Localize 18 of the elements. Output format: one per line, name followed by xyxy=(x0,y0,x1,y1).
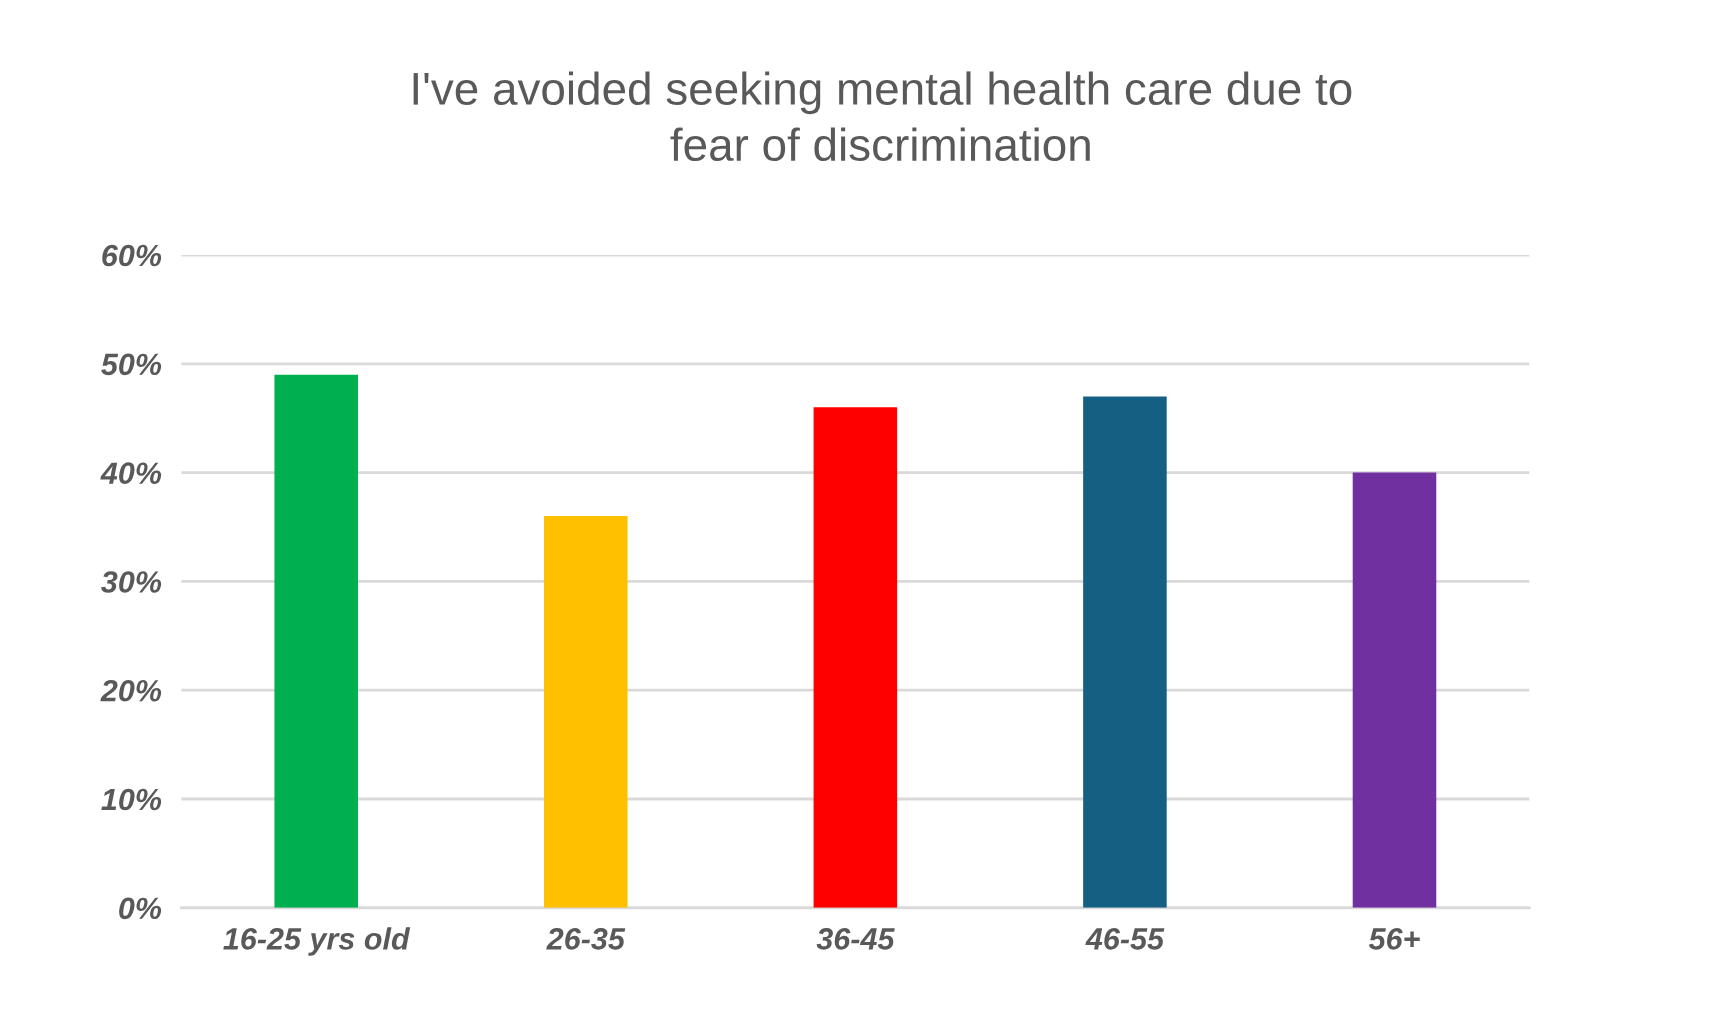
chart-title: I've avoided seeking mental health care due to fear of discrimination xyxy=(413,71,1352,162)
y-tick-label: 40% xyxy=(100,462,162,484)
y-tick-label: 20% xyxy=(100,679,162,702)
bar xyxy=(544,516,628,908)
y-tick-label: 10% xyxy=(101,788,162,811)
bar xyxy=(274,374,359,908)
x-tick-label: 16-25 yrs old xyxy=(223,927,411,956)
bar xyxy=(813,407,898,908)
x-tick-label: 26-35 xyxy=(546,928,626,950)
x-tick-label: 56+ xyxy=(1368,928,1420,950)
y-tick-label: 0% xyxy=(119,897,162,920)
y-tick-label: 60% xyxy=(102,244,162,267)
bar xyxy=(1352,472,1437,908)
x-tick-label: 36-45 xyxy=(816,928,895,950)
bar xyxy=(1083,396,1167,908)
y-tick-label: 30% xyxy=(101,571,162,593)
y-tick-label: 50% xyxy=(101,353,162,376)
x-tick-label: 46-55 xyxy=(1085,928,1165,950)
